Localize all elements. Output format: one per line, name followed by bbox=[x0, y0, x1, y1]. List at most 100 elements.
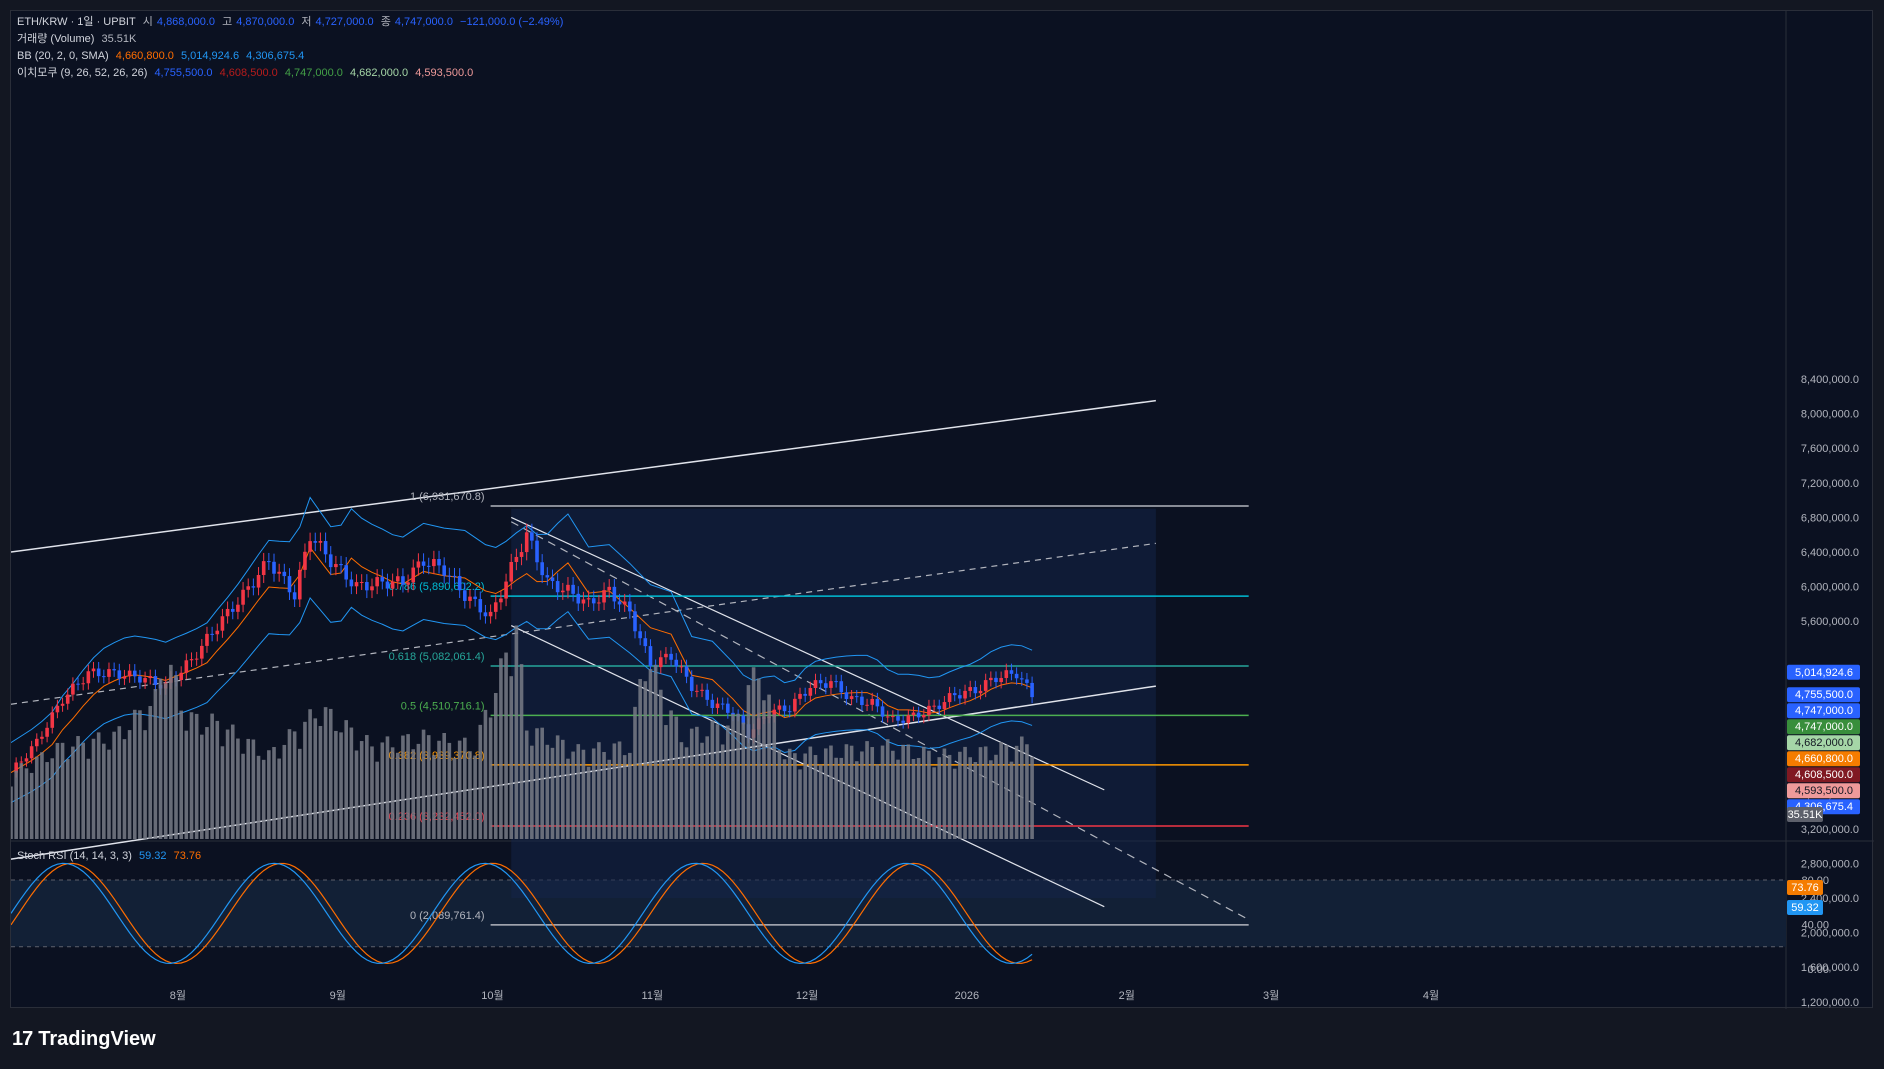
candle-body bbox=[71, 683, 75, 695]
candle-body bbox=[844, 692, 849, 700]
volume-legend[interactable]: 거래량 (Volume) 35.51K bbox=[17, 31, 140, 48]
candle-body bbox=[499, 598, 503, 603]
candle-body bbox=[870, 698, 875, 705]
candle-body bbox=[437, 559, 441, 566]
volume-bar bbox=[720, 744, 725, 839]
candle-body bbox=[942, 702, 947, 710]
candle bbox=[875, 692, 880, 713]
candle bbox=[395, 568, 400, 590]
volume-bar bbox=[844, 744, 849, 839]
volume-bar bbox=[705, 736, 709, 839]
candle bbox=[535, 532, 539, 571]
volume-bar bbox=[958, 751, 962, 839]
volume-bar bbox=[530, 745, 534, 839]
time-tick-label: 12월 bbox=[796, 989, 818, 1002]
volume-bar bbox=[824, 748, 828, 839]
volume-bar bbox=[989, 760, 993, 839]
volume-bar bbox=[829, 745, 833, 839]
stoch-rsi-legend[interactable]: Stoch RSI (14, 14, 3, 3) 59.32 73.76 bbox=[17, 848, 205, 865]
candle-body bbox=[375, 577, 379, 587]
candle bbox=[102, 669, 106, 684]
candle bbox=[880, 700, 885, 723]
candle-body bbox=[927, 705, 931, 716]
ichimoku-legend[interactable]: 이치모쿠 (9, 26, 52, 26, 26) 4,755,500.0 4,6… bbox=[17, 65, 477, 82]
volume-bar bbox=[457, 740, 462, 839]
candle bbox=[344, 557, 349, 588]
candle bbox=[112, 662, 116, 677]
candle bbox=[607, 579, 612, 598]
volume-bar bbox=[287, 729, 292, 839]
volume-bar bbox=[664, 725, 668, 839]
candle-body bbox=[365, 582, 369, 591]
candle bbox=[416, 553, 421, 576]
candle bbox=[468, 589, 472, 609]
volume-bar bbox=[256, 755, 261, 839]
candle bbox=[138, 669, 142, 689]
price-tick-label: 6,000,000.0 bbox=[1801, 582, 1859, 594]
candle-body bbox=[76, 683, 80, 685]
volume-bar bbox=[653, 664, 658, 839]
candle-body bbox=[638, 631, 642, 639]
candle bbox=[380, 569, 385, 590]
close-label: 종 bbox=[380, 16, 391, 28]
candle-body bbox=[1025, 679, 1029, 683]
candle bbox=[194, 651, 199, 666]
volume-bar bbox=[1004, 745, 1009, 839]
candle-body bbox=[91, 668, 96, 672]
candle bbox=[813, 673, 818, 695]
candle-body bbox=[354, 582, 359, 587]
fib-level-label-1: 1 (6,931,670.8) bbox=[410, 491, 485, 503]
candle bbox=[674, 653, 679, 674]
bb-legend[interactable]: BB (20, 2, 0, SMA) 4,660,800.0 5,014,924… bbox=[17, 48, 308, 65]
candle bbox=[220, 608, 225, 638]
chart-area[interactable]: 1 (6,931,670.8) 0.786 (5,890,602.2) 0.618 … bbox=[9, 10, 1874, 1043]
volume-bar bbox=[473, 755, 477, 839]
volume-bar bbox=[81, 742, 85, 839]
candle-body bbox=[710, 699, 715, 708]
symbol-name[interactable]: ETH/KRW · 1일 · UPBIT bbox=[17, 16, 136, 28]
footer-brand[interactable]: 17 TradingView bbox=[12, 1022, 156, 1056]
volume-bar bbox=[684, 747, 689, 839]
candle bbox=[684, 659, 689, 684]
candle bbox=[256, 567, 261, 596]
candle-body bbox=[777, 705, 782, 710]
volume-bar bbox=[746, 685, 751, 839]
ichimoku-base-value: 4,608,500.0 bbox=[219, 67, 278, 79]
candle bbox=[834, 674, 838, 688]
candle-body bbox=[617, 601, 622, 605]
volume-bar bbox=[179, 710, 183, 839]
candle bbox=[230, 601, 235, 620]
volume-bar bbox=[597, 742, 601, 839]
volume-bar bbox=[158, 678, 163, 839]
volume-bar bbox=[1025, 744, 1029, 839]
time-tick-label: 10월 bbox=[481, 989, 503, 1002]
candle-body bbox=[483, 612, 488, 617]
volume-bar bbox=[973, 762, 978, 839]
volume-bar bbox=[849, 745, 854, 839]
ichimoku-span-b-value: 4,593,500.0 bbox=[415, 67, 474, 79]
volume-bar bbox=[205, 727, 209, 839]
candle bbox=[937, 699, 942, 715]
candle bbox=[942, 696, 947, 715]
candle bbox=[921, 709, 926, 724]
price-badge-text: 4,593,500.0 bbox=[1795, 785, 1853, 797]
candle bbox=[406, 574, 410, 593]
down-channel-upper bbox=[510, 516, 1105, 791]
volume-bar bbox=[122, 739, 127, 839]
candle-body bbox=[117, 670, 122, 679]
candle bbox=[71, 677, 75, 701]
candle bbox=[808, 681, 813, 702]
volume-bar bbox=[365, 735, 369, 839]
candle bbox=[328, 546, 333, 576]
volume-bar bbox=[870, 747, 875, 839]
candle bbox=[891, 710, 895, 723]
candle bbox=[633, 603, 637, 639]
candle bbox=[622, 593, 627, 612]
candle bbox=[793, 692, 797, 718]
volume-bar bbox=[65, 759, 70, 839]
chart-canvas[interactable]: 1 (6,931,670.8)0.786 (5,890,602.2)0.618 … bbox=[9, 11, 1874, 1043]
price-badge-bg bbox=[1787, 664, 1860, 680]
candle-body bbox=[421, 561, 426, 566]
volume-bar bbox=[612, 743, 617, 839]
candle bbox=[679, 659, 684, 674]
